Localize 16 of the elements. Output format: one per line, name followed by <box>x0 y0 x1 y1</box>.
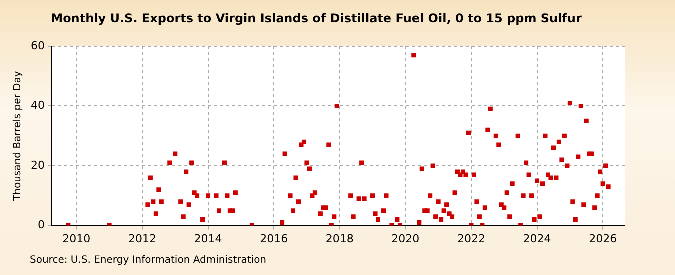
source-note: Source: U.S. Energy Information Administration <box>30 255 267 266</box>
y-tick-label: 40 <box>30 99 45 112</box>
y-tick-label: 60 <box>30 39 45 52</box>
x-tick-label: 2014 <box>194 232 222 246</box>
y-tick-label: 20 <box>30 158 45 172</box>
x-tick-label: 2016 <box>260 232 288 246</box>
x-tick-label: 2026 <box>589 232 618 246</box>
x-tick-label: 2010 <box>62 232 91 246</box>
x-tick-label: 2020 <box>392 232 420 246</box>
x-tick-label: 2024 <box>523 232 552 246</box>
x-tick-label: 2012 <box>128 232 156 246</box>
x-tick-label: 2022 <box>457 232 486 246</box>
y-axis-title: Thousand Barrels per Day <box>12 71 24 202</box>
x-tick-label: 2018 <box>326 232 354 246</box>
chart-title: Monthly U.S. Exports to Virgin Islands of Distillate Fuel Oil, 0 to 15 ppm Sulfur <box>51 11 582 26</box>
y-tick-label: 0 <box>38 218 45 232</box>
